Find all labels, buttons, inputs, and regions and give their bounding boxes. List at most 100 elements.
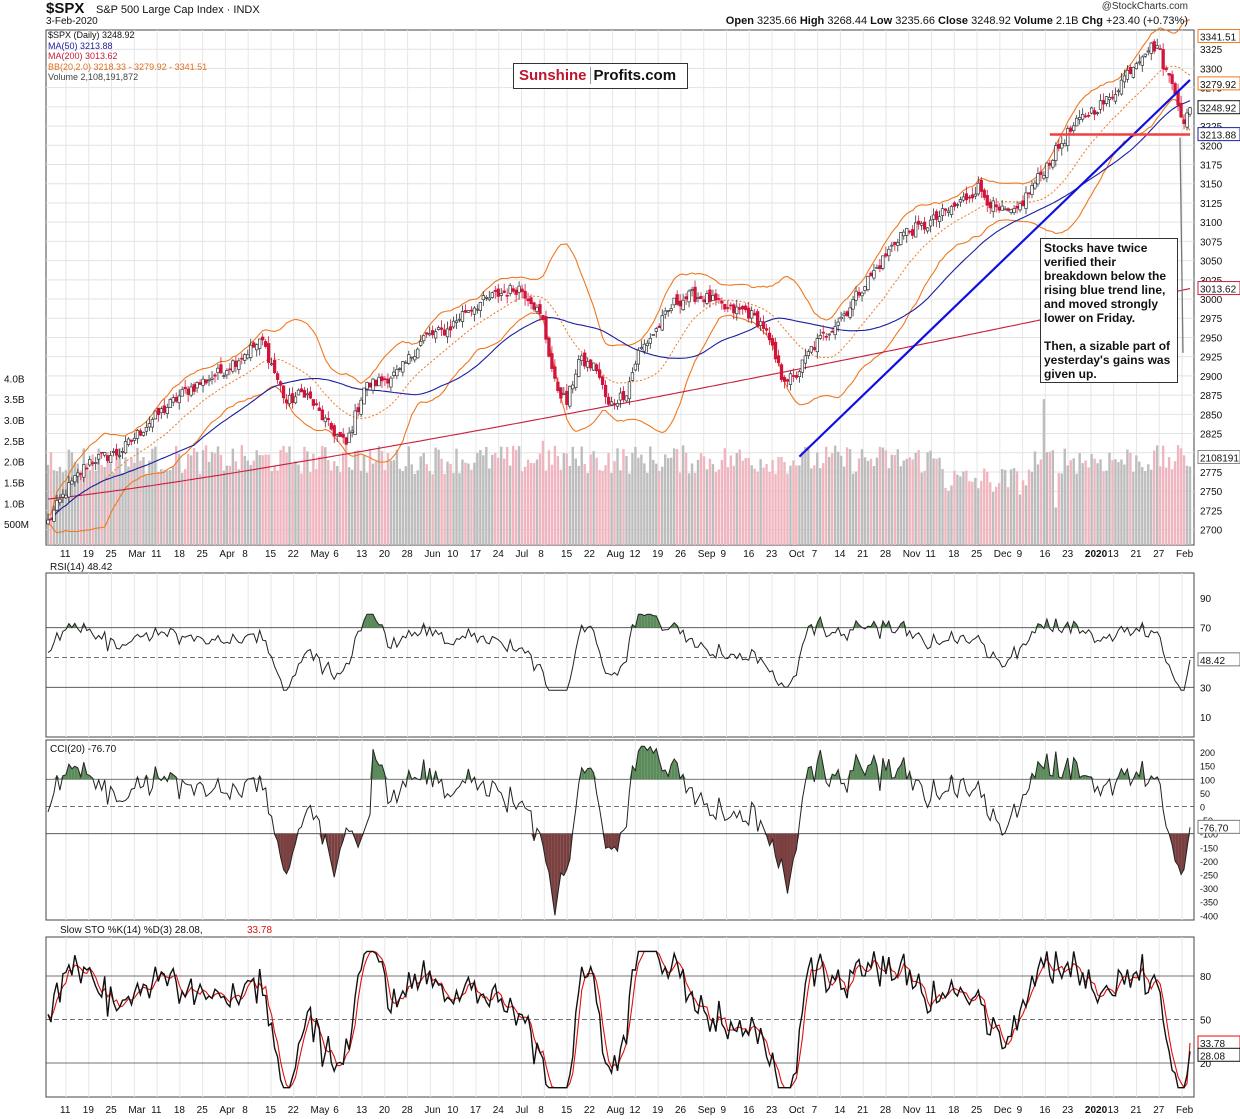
cci-tick-label: 150 xyxy=(1200,762,1215,772)
cci-negative-fill xyxy=(778,833,782,868)
volume-bar xyxy=(362,455,366,545)
volume-bar xyxy=(356,450,360,545)
volume-bar xyxy=(708,458,712,545)
candle-body xyxy=(1075,117,1079,127)
x-tick-label: 21 xyxy=(857,549,869,560)
x-tick-label-bottom: 18 xyxy=(948,1105,960,1116)
volume-bar xyxy=(860,449,864,545)
cci-negative-fill xyxy=(292,833,296,854)
volume-bar xyxy=(1024,485,1028,545)
candle-body xyxy=(532,302,536,310)
volume-bar xyxy=(765,464,768,545)
volume-bar xyxy=(816,452,819,545)
volume-bar xyxy=(836,451,840,545)
candle-body xyxy=(70,480,74,485)
cci-tick-label: -400 xyxy=(1200,911,1218,921)
volume-bar xyxy=(109,463,112,545)
candle-body xyxy=(767,332,772,341)
volume-bar xyxy=(604,465,607,545)
candle-body xyxy=(961,196,966,201)
cci-tick-label: 100 xyxy=(1200,775,1215,785)
volume-bar xyxy=(365,472,369,545)
candle-body xyxy=(821,331,825,334)
x-tick-label-bottom: 8 xyxy=(538,1105,544,1116)
volume-bar xyxy=(992,492,995,545)
cci-negative-fill xyxy=(608,833,612,850)
candle-body xyxy=(1119,79,1124,95)
legend-bb: BB(20,2.0) 3218.33 - 3279.92 - 3341.51 xyxy=(48,61,208,72)
volume-bar xyxy=(1039,459,1043,545)
candle-body xyxy=(875,267,879,269)
cci-negative-fill xyxy=(283,833,287,874)
candle-body xyxy=(52,509,56,522)
candle-body xyxy=(129,439,134,442)
volume-bar xyxy=(249,464,252,545)
volume-bar xyxy=(693,472,697,545)
x-tick-label-bottom: Nov xyxy=(903,1105,921,1116)
volume-bar xyxy=(437,449,440,545)
candle-body xyxy=(770,338,775,346)
candle-body xyxy=(108,455,113,464)
x-tick-label-bottom: 22 xyxy=(584,1105,596,1116)
price-tick-label: 3325 xyxy=(1200,45,1223,56)
volume-bar xyxy=(610,472,613,545)
volume-bar xyxy=(371,463,375,545)
price-tick-label: 2925 xyxy=(1200,353,1223,364)
candle-body xyxy=(335,434,339,437)
volume-bar xyxy=(201,450,205,545)
candle-body xyxy=(964,193,969,201)
volume-bar xyxy=(440,458,443,545)
candle-body xyxy=(296,389,301,396)
candle-body xyxy=(487,297,491,301)
ma50-badge: 3213.88 xyxy=(1200,131,1237,142)
candle-body xyxy=(750,310,754,319)
candle-body xyxy=(925,227,930,232)
candle-body xyxy=(732,304,736,314)
volume-bar xyxy=(807,446,810,545)
candle-body xyxy=(1152,41,1156,52)
bb-lower-line xyxy=(47,98,1191,534)
candle-body xyxy=(1131,66,1135,78)
candle-body xyxy=(577,359,581,377)
volume-bar xyxy=(279,450,282,545)
candle-body xyxy=(624,395,629,402)
candle-body xyxy=(484,296,488,299)
volume-bar xyxy=(1167,457,1171,545)
volume-bar xyxy=(198,473,202,545)
rsi-overbought-fill xyxy=(650,614,654,628)
volume-bar xyxy=(962,471,965,545)
volume-bar xyxy=(726,467,730,545)
candle-body xyxy=(326,418,330,421)
volume-bar xyxy=(881,447,885,545)
volume-bar xyxy=(1036,464,1040,545)
price-tick-label: 2700 xyxy=(1200,526,1223,537)
x-tick-label-bottom: 15 xyxy=(265,1105,277,1116)
candle-body xyxy=(902,231,906,237)
candle-body xyxy=(791,375,796,377)
volume-bar xyxy=(941,469,944,545)
cci-positive-fill xyxy=(820,750,824,780)
candle-body xyxy=(788,373,793,385)
volume-bar xyxy=(714,472,718,545)
cci-positive-fill xyxy=(674,759,678,780)
volume-bar xyxy=(649,446,652,545)
volume-bar xyxy=(121,472,124,545)
x-tick-label-bottom: Sep xyxy=(698,1105,716,1116)
volume-bar xyxy=(300,473,303,545)
candle-body xyxy=(1000,205,1004,211)
volume-bar xyxy=(508,465,512,545)
candle-body xyxy=(1012,208,1016,214)
x-tick-label-bottom: 28 xyxy=(880,1105,892,1116)
high-value: 3268.44 xyxy=(827,15,868,27)
x-tick-label: 11 xyxy=(60,549,71,560)
cci-negative-fill xyxy=(352,833,356,840)
volume-bar xyxy=(884,450,888,545)
volume-bar xyxy=(977,488,980,545)
candle-body xyxy=(976,182,980,195)
cci-positive-fill xyxy=(253,777,257,780)
candle-body xyxy=(782,377,787,382)
candle-body xyxy=(642,343,646,352)
candle-body xyxy=(425,332,429,335)
candle-body xyxy=(502,290,506,293)
x-tick-label: Mar xyxy=(128,549,146,560)
